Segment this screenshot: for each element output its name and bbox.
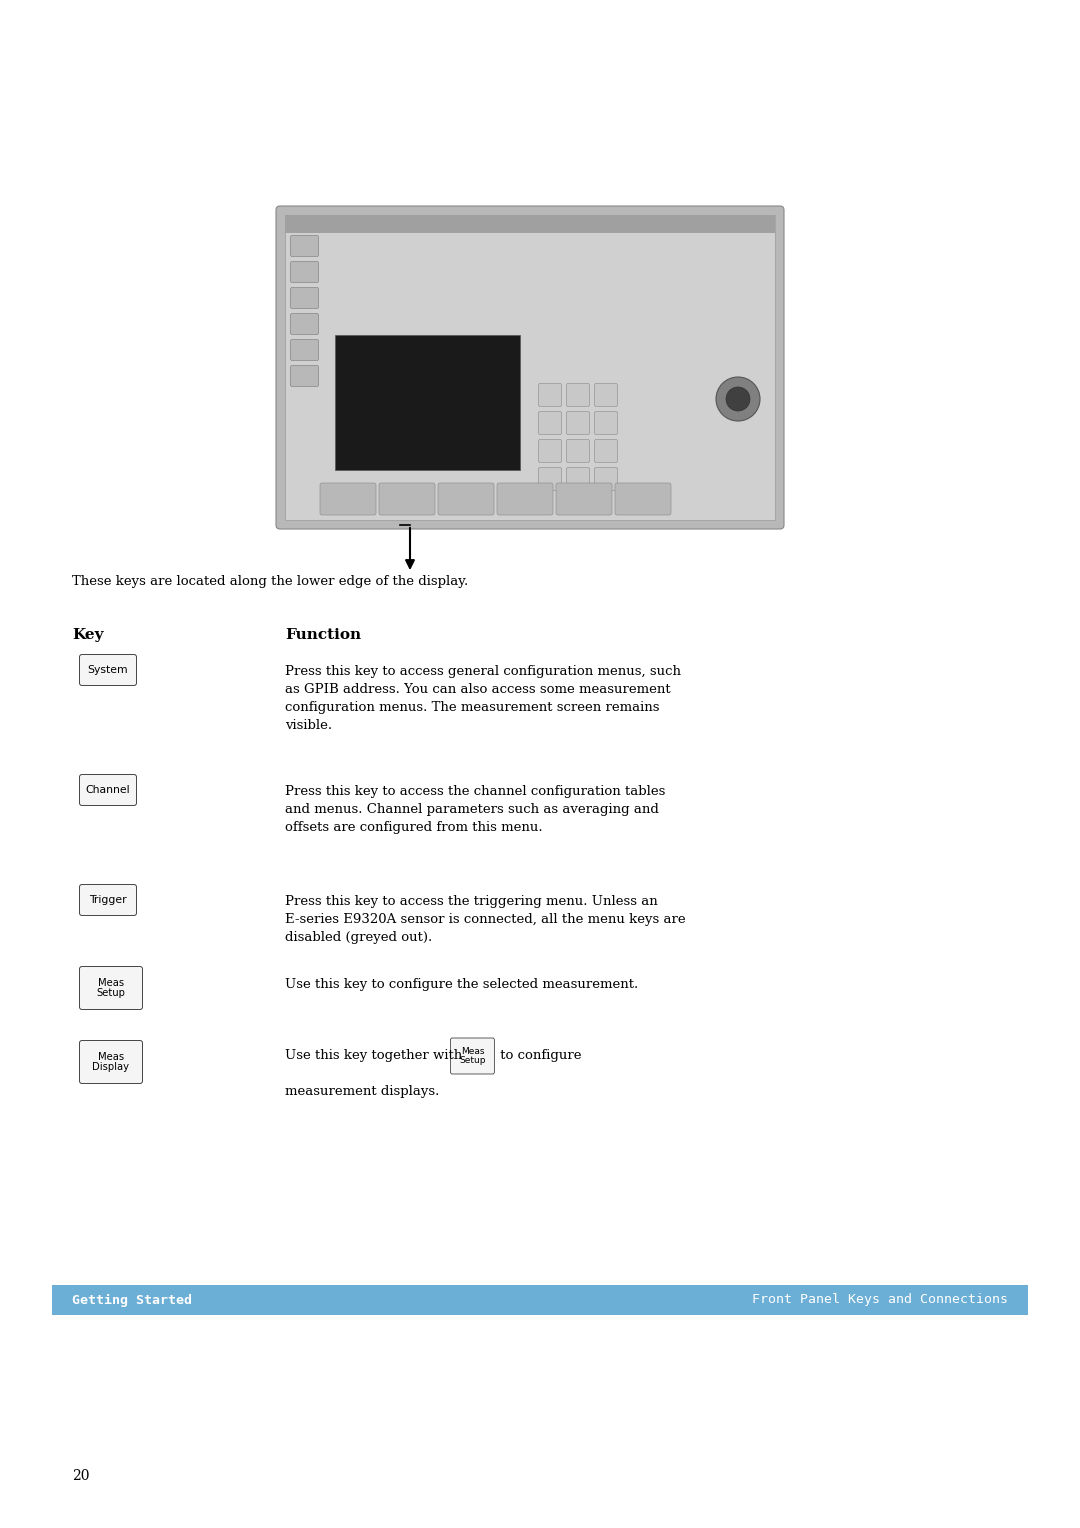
FancyBboxPatch shape [80, 654, 136, 686]
Bar [335, 335, 519, 471]
Text: Meas
Setup: Meas Setup [459, 1047, 486, 1065]
FancyBboxPatch shape [276, 206, 784, 529]
FancyBboxPatch shape [594, 468, 618, 490]
FancyBboxPatch shape [291, 339, 319, 361]
FancyBboxPatch shape [567, 440, 590, 463]
Text: 20: 20 [72, 1468, 90, 1484]
FancyBboxPatch shape [556, 483, 612, 515]
FancyBboxPatch shape [594, 384, 618, 406]
FancyBboxPatch shape [539, 411, 562, 434]
FancyBboxPatch shape [497, 483, 553, 515]
Text: Meas
Setup: Meas Setup [96, 978, 125, 998]
FancyBboxPatch shape [539, 468, 562, 490]
FancyBboxPatch shape [539, 440, 562, 463]
Text: Getting Started: Getting Started [72, 1294, 192, 1306]
FancyBboxPatch shape [379, 483, 435, 515]
FancyBboxPatch shape [80, 1041, 143, 1083]
Circle shape [726, 387, 750, 411]
FancyBboxPatch shape [594, 411, 618, 434]
FancyBboxPatch shape [567, 384, 590, 406]
Text: to configure: to configure [497, 1050, 582, 1062]
FancyBboxPatch shape [438, 483, 494, 515]
Text: Front Panel Keys and Connections: Front Panel Keys and Connections [752, 1294, 1008, 1306]
FancyBboxPatch shape [594, 440, 618, 463]
Text: Use this key together with: Use this key together with [285, 1050, 467, 1062]
FancyBboxPatch shape [80, 967, 143, 1010]
FancyBboxPatch shape [80, 885, 136, 915]
FancyBboxPatch shape [291, 365, 319, 387]
Text: Key: Key [72, 628, 104, 642]
FancyBboxPatch shape [539, 384, 562, 406]
Text: These keys are located along the lower edge of the display.: These keys are located along the lower e… [72, 575, 469, 588]
Text: Function: Function [285, 628, 361, 642]
Text: Use this key to configure the selected measurement.: Use this key to configure the selected m… [285, 978, 638, 992]
Circle shape [716, 377, 760, 422]
FancyBboxPatch shape [291, 287, 319, 309]
Text: Press this key to access general configuration menus, such
as GPIB address. You : Press this key to access general configu… [285, 665, 681, 732]
FancyBboxPatch shape [615, 483, 671, 515]
FancyBboxPatch shape [567, 468, 590, 490]
FancyBboxPatch shape [567, 411, 590, 434]
FancyBboxPatch shape [291, 235, 319, 257]
FancyBboxPatch shape [291, 313, 319, 335]
Bar [285, 215, 775, 232]
FancyBboxPatch shape [80, 775, 136, 805]
FancyBboxPatch shape [450, 1038, 495, 1074]
FancyBboxPatch shape [291, 261, 319, 283]
Text: measurement displays.: measurement displays. [285, 1085, 440, 1099]
Text: Press this key to access the channel configuration tables
and menus. Channel par: Press this key to access the channel con… [285, 785, 665, 834]
Text: System: System [87, 665, 129, 675]
Text: Meas
Display: Meas Display [93, 1051, 130, 1073]
FancyBboxPatch shape [320, 483, 376, 515]
Text: Channel: Channel [85, 785, 131, 795]
Text: Press this key to access the triggering menu. Unless an
E-series E9320A sensor i: Press this key to access the triggering … [285, 895, 686, 944]
FancyBboxPatch shape [285, 215, 775, 520]
Text: Trigger: Trigger [90, 895, 126, 905]
Bar [52, 1285, 1028, 1316]
